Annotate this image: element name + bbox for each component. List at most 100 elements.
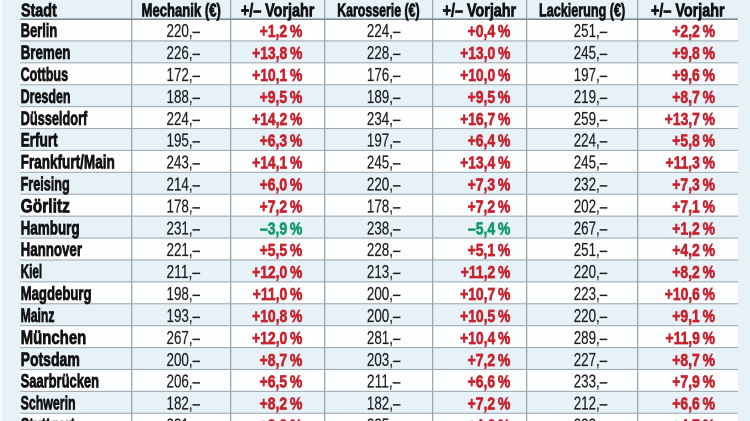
- svg-text:Erfurt: Erfurt: [21, 130, 58, 152]
- svg-text:202,–: 202,–: [574, 196, 608, 216]
- svg-text:+7,2 %: +7,2 %: [260, 196, 303, 216]
- svg-text:+8,7 %: +8,7 %: [672, 350, 715, 370]
- svg-text:203,–: 203,–: [367, 350, 401, 370]
- svg-text:Mechanik (€): Mechanik (€): [142, 0, 221, 21]
- svg-text:224,–: 224,–: [167, 109, 201, 129]
- svg-text:Cottbus: Cottbus: [21, 64, 69, 86]
- svg-text:+11,9 %: +11,9 %: [666, 328, 716, 348]
- svg-text:235,–: 235,–: [367, 416, 401, 421]
- svg-text:172,–: 172,–: [167, 65, 201, 85]
- svg-text:Magdeburg: Magdeburg: [21, 283, 92, 305]
- svg-text:233,–: 233,–: [574, 416, 608, 421]
- svg-text:234,–: 234,–: [367, 109, 401, 129]
- svg-text:231,–: 231,–: [167, 218, 201, 238]
- svg-text:+7,2 %: +7,2 %: [468, 394, 511, 414]
- svg-text:+6,5 %: +6,5 %: [260, 372, 303, 392]
- svg-text:219,–: 219,–: [574, 87, 608, 107]
- svg-text:+12,0 %: +12,0 %: [252, 262, 302, 282]
- svg-text:+5,8 %: +5,8 %: [672, 131, 715, 151]
- svg-text:251,–: 251,–: [574, 240, 608, 260]
- svg-text:+8,2 %: +8,2 %: [672, 262, 715, 282]
- svg-text:Stuttgart: Stuttgart: [21, 415, 76, 421]
- svg-text:+6,6 %: +6,6 %: [672, 394, 715, 414]
- svg-text:+/– Vorjahr: +/– Vorjahr: [443, 0, 517, 21]
- svg-text:226,–: 226,–: [167, 43, 201, 63]
- svg-text:+1,2 %: +1,2 %: [672, 218, 715, 238]
- svg-text:+13,7 %: +13,7 %: [665, 109, 715, 129]
- svg-text:Görlitz: Görlitz: [21, 195, 70, 217]
- svg-text:213,–: 213,–: [367, 262, 401, 282]
- svg-text:Potsdam: Potsdam: [21, 349, 80, 371]
- svg-text:200,–: 200,–: [367, 284, 401, 304]
- svg-text:+7,9 %: +7,9 %: [672, 372, 715, 392]
- svg-text:259,–: 259,–: [574, 109, 608, 129]
- svg-text:+9,1 %: +9,1 %: [672, 306, 715, 326]
- svg-text:+11,3 %: +11,3 %: [666, 153, 716, 173]
- svg-text:220,–: 220,–: [167, 21, 201, 41]
- svg-text:197,–: 197,–: [574, 65, 608, 85]
- svg-text:245,–: 245,–: [367, 153, 401, 173]
- svg-text:182,–: 182,–: [167, 394, 201, 414]
- svg-text:+8,7 %: +8,7 %: [672, 87, 715, 107]
- svg-text:206,–: 206,–: [167, 372, 201, 392]
- svg-text:223,–: 223,–: [574, 284, 608, 304]
- svg-text:+6,6 %: +6,6 %: [468, 372, 511, 392]
- svg-text:281,–: 281,–: [367, 328, 401, 348]
- svg-text:251,–: 251,–: [574, 21, 608, 41]
- svg-text:200,–: 200,–: [167, 350, 201, 370]
- svg-text:+13,0 %: +13,0 %: [460, 43, 510, 63]
- svg-text:Berlin: Berlin: [21, 20, 58, 42]
- svg-text:+5,5 %: +5,5 %: [260, 240, 303, 260]
- svg-text:220,–: 220,–: [574, 306, 608, 326]
- svg-text:+10,7 %: +10,7 %: [460, 284, 510, 304]
- svg-text:232,–: 232,–: [574, 175, 608, 195]
- svg-text:+2,2 %: +2,2 %: [672, 21, 715, 41]
- svg-text:Mainz: Mainz: [21, 305, 55, 327]
- svg-text:267,–: 267,–: [167, 328, 201, 348]
- svg-text:245,–: 245,–: [574, 43, 608, 63]
- svg-text:+6,0 %: +6,0 %: [260, 175, 303, 195]
- svg-text:267,–: 267,–: [574, 218, 608, 238]
- svg-text:197,–: 197,–: [367, 131, 401, 151]
- svg-text:+8,7 %: +8,7 %: [260, 350, 303, 370]
- svg-text:+13,8 %: +13,8 %: [252, 43, 302, 63]
- svg-text:+7,3 %: +7,3 %: [672, 175, 715, 195]
- svg-text:+10,6 %: +10,6 %: [665, 284, 715, 304]
- svg-text:+11,0 %: +11,0 %: [253, 284, 303, 304]
- svg-text:+10,5 %: +10,5 %: [460, 306, 510, 326]
- svg-text:+9,5 %: +9,5 %: [260, 87, 303, 107]
- svg-text:224,–: 224,–: [367, 21, 401, 41]
- svg-text:+/– Vorjahr: +/– Vorjahr: [241, 0, 315, 21]
- svg-text:Hamburg: Hamburg: [21, 217, 80, 239]
- svg-text:Dresden: Dresden: [21, 86, 71, 108]
- svg-text:–5,4 %: –5,4 %: [468, 218, 510, 238]
- svg-text:233,–: 233,–: [574, 372, 608, 392]
- svg-text:+16,7 %: +16,7 %: [460, 109, 510, 129]
- svg-text:–3,9 %: –3,9 %: [260, 218, 302, 238]
- svg-text:228,–: 228,–: [367, 43, 401, 63]
- svg-text:+9,5 %: +9,5 %: [468, 87, 511, 107]
- svg-text:178,–: 178,–: [367, 196, 401, 216]
- svg-text:+6,3 %: +6,3 %: [260, 131, 303, 151]
- svg-text:220,–: 220,–: [367, 175, 401, 195]
- svg-text:221,–: 221,–: [167, 240, 201, 260]
- svg-text:224,–: 224,–: [574, 131, 608, 151]
- svg-text:Frankfurt/Main: Frankfurt/Main: [21, 152, 115, 174]
- svg-text:+6,4 %: +6,4 %: [468, 131, 511, 151]
- svg-text:Karosserie (€): Karosserie (€): [337, 0, 419, 21]
- svg-text:+9,8 %: +9,8 %: [672, 43, 715, 63]
- svg-text:+10,0 %: +10,0 %: [460, 65, 510, 85]
- svg-text:+10,4 %: +10,4 %: [460, 328, 510, 348]
- svg-text:188,–: 188,–: [167, 87, 201, 107]
- svg-text:193,–: 193,–: [167, 306, 201, 326]
- svg-text:243,–: 243,–: [167, 153, 201, 173]
- svg-text:+14,1 %: +14,1 %: [252, 153, 302, 173]
- svg-text:+8,2 %: +8,2 %: [260, 394, 303, 414]
- svg-text:Düsseldorf: Düsseldorf: [21, 108, 88, 130]
- svg-text:200,–: 200,–: [367, 306, 401, 326]
- svg-text:+5,1 %: +5,1 %: [468, 240, 511, 260]
- svg-text:178,–: 178,–: [167, 196, 201, 216]
- svg-text:289,–: 289,–: [574, 328, 608, 348]
- svg-text:211,–: 211,–: [367, 372, 401, 392]
- svg-text:212,–: 212,–: [574, 394, 608, 414]
